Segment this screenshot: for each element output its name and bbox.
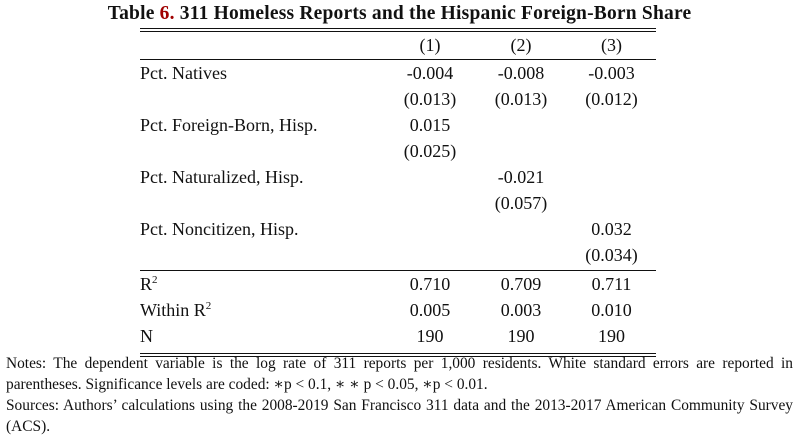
table-title: Table 6. 311 Homeless Reports and the Hi… — [0, 3, 799, 25]
table-row: Pct. Natives -0.004 -0.008 -0.003 — [140, 60, 656, 86]
cell-value: 0.711 — [591, 274, 632, 294]
row-label: N — [140, 323, 385, 349]
row-label — [140, 86, 385, 112]
cell-value — [475, 242, 567, 268]
superscript: 2 — [205, 300, 212, 312]
table-row: Within R2 0.005 0.003 0.010 — [140, 297, 656, 323]
table-row: (0.013) (0.013) (0.012) — [140, 86, 656, 112]
table-title-prefix: Table — [107, 3, 155, 24]
table-number: 6. — [159, 3, 175, 24]
column-header: (2) — [510, 35, 532, 55]
row-label-text: Within R — [140, 300, 206, 320]
table-row: Pct. Foreign-Born, Hisp. 0.015 — [140, 112, 656, 138]
cell-value — [567, 112, 656, 138]
row-label: Within R2 — [140, 297, 385, 323]
cell-value: -0.008 — [497, 63, 545, 83]
row-label: Pct. Naturalized, Hisp. — [140, 164, 385, 190]
cell-value — [385, 242, 475, 268]
cell-value: 0.710 — [409, 274, 451, 294]
cell-value — [567, 164, 656, 190]
stats-rule — [140, 270, 656, 271]
cell-value: 0.709 — [500, 274, 542, 294]
row-label-text: R — [140, 274, 153, 294]
top-double-rule — [140, 28, 656, 32]
cell-value: (0.012) — [585, 89, 638, 109]
table-row: Pct. Noncitizen, Hisp. 0.032 — [140, 216, 656, 242]
cell-value: 190 — [598, 326, 625, 346]
coefficient-rows: Pct. Natives -0.004 -0.008 -0.003 (0.013) (0.… — [140, 60, 656, 268]
row-label-text: Pct. Naturalized, Hisp. — [140, 167, 304, 187]
cell-value — [567, 190, 656, 216]
row-label: Pct. Foreign-Born, Hisp. — [140, 112, 385, 138]
cell-value: 190 — [507, 326, 535, 346]
cell-value — [385, 164, 475, 190]
table-notes: Notes: The dependent variable is the log… — [6, 353, 793, 437]
bottom-double-rule — [140, 353, 656, 357]
cell-value: 0.005 — [409, 300, 451, 320]
table-row: (0.057) — [140, 190, 656, 216]
header-rule — [140, 59, 656, 60]
cell-value: (0.034) — [585, 245, 638, 265]
cell-value — [475, 138, 567, 164]
cell-value — [385, 190, 475, 216]
sources-text: Sources: Authors’ calculations using the… — [6, 397, 793, 435]
cell-value: 0.032 — [591, 219, 632, 239]
superscript: 2 — [152, 274, 158, 286]
cell-value: -0.004 — [406, 63, 454, 83]
header-row: (1) (2) (3) — [140, 32, 656, 59]
row-label — [140, 242, 385, 268]
cell-value: 0.010 — [591, 300, 632, 320]
cell-value — [475, 216, 567, 242]
row-label — [140, 190, 385, 216]
row-label — [140, 138, 385, 164]
regression-table: (1) (2) (3) Pct. Natives -0.004 -0.008 -0.0… — [140, 28, 656, 357]
cell-value: 0.003 — [500, 300, 542, 320]
column-header: (3) — [601, 35, 622, 55]
table-row: N 190 190 190 — [140, 323, 656, 349]
cell-value: (0.013) — [494, 89, 548, 109]
table-row: R2 0.710 0.709 0.711 — [140, 271, 656, 297]
row-label-text: N — [140, 326, 153, 346]
table-title-text: 311 Homeless Reports and the Hispanic Fo… — [179, 3, 692, 24]
row-label-text: Pct. Foreign-Born, Hisp. — [140, 115, 318, 135]
cell-value — [567, 138, 656, 164]
row-label: Pct. Natives — [140, 60, 385, 86]
table-row: Pct. Naturalized, Hisp. -0.021 — [140, 164, 656, 190]
row-label-text: Pct. Natives — [140, 63, 227, 83]
row-label-text: Pct. Noncitizen, Hisp. — [140, 219, 299, 239]
cell-value — [385, 216, 475, 242]
cell-value: -0.021 — [497, 167, 545, 187]
column-header: (1) — [419, 35, 441, 55]
table-row: (0.025) — [140, 138, 656, 164]
notes-text: Notes: The dependent variable is the log… — [6, 355, 793, 393]
cell-value: -0.003 — [588, 63, 635, 83]
row-label: Pct. Noncitizen, Hisp. — [140, 216, 385, 242]
table-row: (0.034) — [140, 242, 656, 268]
cell-value — [475, 112, 567, 138]
cell-value: 0.015 — [409, 115, 451, 135]
row-label: R2 — [140, 271, 385, 297]
stat-rows: R2 0.710 0.709 0.711 Within R2 0.005 0.003 0.01… — [140, 271, 656, 349]
cell-value: 190 — [416, 326, 444, 346]
cell-value: (0.057) — [494, 193, 548, 213]
cell-value: (0.013) — [403, 89, 457, 109]
cell-value: (0.025) — [403, 141, 457, 161]
